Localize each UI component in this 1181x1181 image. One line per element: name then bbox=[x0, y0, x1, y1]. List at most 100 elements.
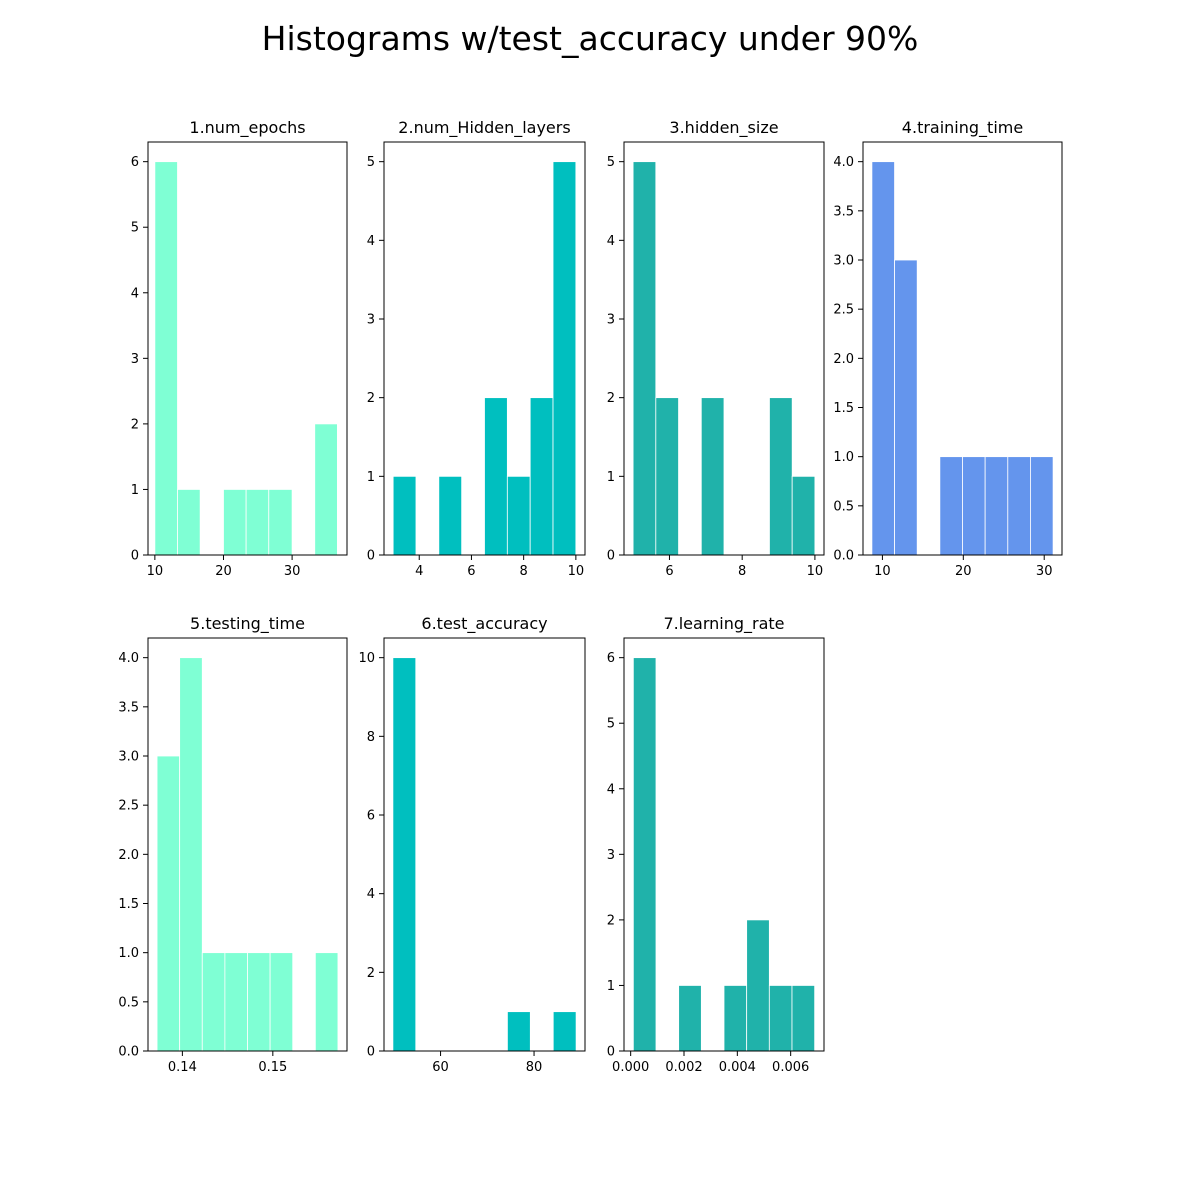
histogram-bar bbox=[269, 952, 294, 1052]
y-tick-label: 4.0 bbox=[833, 155, 854, 170]
y-tick-label: 3.0 bbox=[118, 750, 139, 765]
x-tick-label: 80 bbox=[526, 1060, 543, 1075]
histogram-bar bbox=[314, 423, 338, 556]
panel-title: 3.hidden_size bbox=[669, 118, 778, 138]
y-tick-label: 2 bbox=[367, 966, 375, 981]
histogram-bar bbox=[392, 657, 417, 1052]
histogram-panel: 60 80 0 2 4 6 8 10 6.test_accuracy bbox=[358, 614, 586, 1075]
histogram-bar bbox=[768, 985, 793, 1052]
histogram-bar bbox=[962, 456, 986, 556]
x-tick-label: 10 bbox=[568, 564, 585, 579]
y-tick-label: 4 bbox=[607, 234, 615, 249]
histogram-bar bbox=[678, 985, 702, 1052]
x-tick-label: 0.004 bbox=[719, 1060, 756, 1075]
histogram-bar bbox=[201, 952, 226, 1052]
y-tick-label: 8 bbox=[367, 730, 375, 745]
y-tick-label: 3.0 bbox=[833, 254, 854, 269]
x-tick-label: 4 bbox=[415, 564, 423, 579]
histogram-bar bbox=[1030, 456, 1054, 556]
histogram-bar bbox=[632, 657, 657, 1052]
histogram-bar bbox=[245, 489, 270, 556]
y-tick-label: 5 bbox=[607, 155, 615, 170]
y-tick-label: 4.0 bbox=[118, 651, 139, 666]
y-tick-label: 1.5 bbox=[833, 401, 854, 416]
y-tick-label: 1 bbox=[607, 979, 615, 994]
y-tick-label: 0.0 bbox=[118, 1045, 139, 1060]
y-tick-label: 5 bbox=[367, 155, 375, 170]
y-tick-label: 0 bbox=[367, 549, 375, 564]
x-tick-label: 0.006 bbox=[772, 1060, 809, 1075]
histogram-bar bbox=[723, 985, 748, 1052]
histogram-bar bbox=[791, 985, 816, 1052]
axes-frame bbox=[383, 141, 586, 556]
y-tick-label: 0.5 bbox=[118, 995, 139, 1010]
histogram-bar bbox=[392, 475, 417, 556]
y-tick-label: 4 bbox=[367, 234, 375, 249]
axes-frame bbox=[623, 637, 825, 1052]
histogram-bar bbox=[791, 475, 816, 556]
histogram-bar bbox=[247, 952, 271, 1052]
panel-title: 4.training_time bbox=[902, 118, 1023, 138]
x-tick-label: 8 bbox=[520, 564, 528, 579]
histogram-bar bbox=[1007, 456, 1031, 556]
axes-frame bbox=[147, 141, 348, 556]
histogram-panel: 6 8 10 0 1 2 3 4 5 3.hidden_size bbox=[607, 118, 825, 579]
histogram-bar bbox=[156, 755, 181, 1052]
histogram-bar bbox=[939, 456, 963, 556]
y-tick-label: 10 bbox=[358, 651, 375, 666]
histogram-bar bbox=[746, 919, 770, 1052]
histogram-bar bbox=[314, 952, 339, 1052]
y-tick-label: 2 bbox=[607, 391, 615, 406]
histogram-bar bbox=[894, 259, 918, 556]
histogram-panel: 4 6 8 10 0 1 2 3 4 5 2.num_Hidden_layers bbox=[367, 118, 586, 579]
y-tick-label: 0.5 bbox=[833, 499, 854, 514]
y-tick-label: 1.5 bbox=[118, 897, 139, 912]
histogram-bar bbox=[179, 657, 203, 1052]
y-tick-label: 0.0 bbox=[833, 549, 854, 564]
y-tick-label: 6 bbox=[367, 809, 375, 824]
panel-title: 1.num_epochs bbox=[189, 118, 305, 138]
y-tick-label: 2 bbox=[367, 391, 375, 406]
y-tick-label: 2.5 bbox=[833, 303, 854, 318]
histogram-bar bbox=[507, 1011, 531, 1052]
y-tick-label: 2.0 bbox=[118, 848, 139, 863]
figure-title: Histograms w/test_accuracy under 90% bbox=[262, 19, 919, 58]
x-tick-label: 0.15 bbox=[258, 1060, 287, 1075]
histogram-bar bbox=[552, 1011, 577, 1052]
histogram-panel: 0.000 0.002 0.004 0.006 0 1 2 3 4 5 6 7.learning_ra… bbox=[607, 614, 825, 1075]
axes-frame bbox=[147, 637, 348, 1052]
y-tick-label: 4 bbox=[607, 782, 615, 797]
x-tick-label: 10 bbox=[807, 564, 824, 579]
histogram-bar bbox=[438, 475, 463, 556]
y-tick-label: 5 bbox=[131, 221, 139, 236]
histogram-bar bbox=[700, 397, 725, 556]
histogram-bar bbox=[632, 161, 657, 556]
histogram-bar bbox=[154, 161, 178, 556]
y-tick-label: 2 bbox=[607, 913, 615, 928]
axes-frame bbox=[623, 141, 825, 556]
y-tick-label: 3 bbox=[367, 313, 375, 328]
y-tick-label: 0 bbox=[607, 549, 615, 564]
y-tick-label: 1 bbox=[607, 470, 615, 485]
y-tick-label: 2 bbox=[131, 417, 139, 432]
x-tick-label: 6 bbox=[467, 564, 475, 579]
histogram-bar bbox=[177, 489, 201, 556]
histogram-panel: 0.14 0.15 0.0 0.5 1.0 1.5 2.0 2.5 3.0 3.5 4.0 5.tes… bbox=[118, 614, 348, 1075]
axes-frame bbox=[383, 637, 586, 1052]
y-tick-label: 1 bbox=[131, 483, 139, 498]
y-tick-label: 6 bbox=[607, 651, 615, 666]
x-tick-label: 10 bbox=[147, 564, 164, 579]
x-tick-label: 0.14 bbox=[168, 1060, 197, 1075]
y-tick-label: 3 bbox=[607, 313, 615, 328]
histogram-bar bbox=[223, 489, 247, 556]
histogram-bar bbox=[871, 161, 895, 556]
y-tick-label: 3.5 bbox=[118, 700, 139, 715]
y-tick-label: 4 bbox=[131, 286, 139, 301]
x-tick-label: 20 bbox=[955, 564, 972, 579]
y-tick-label: 1.0 bbox=[833, 450, 854, 465]
histogram-bar bbox=[268, 489, 293, 556]
y-tick-label: 2.5 bbox=[118, 799, 139, 814]
y-tick-label: 0 bbox=[607, 1045, 615, 1060]
panel-title: 2.num_Hidden_layers bbox=[398, 118, 570, 138]
